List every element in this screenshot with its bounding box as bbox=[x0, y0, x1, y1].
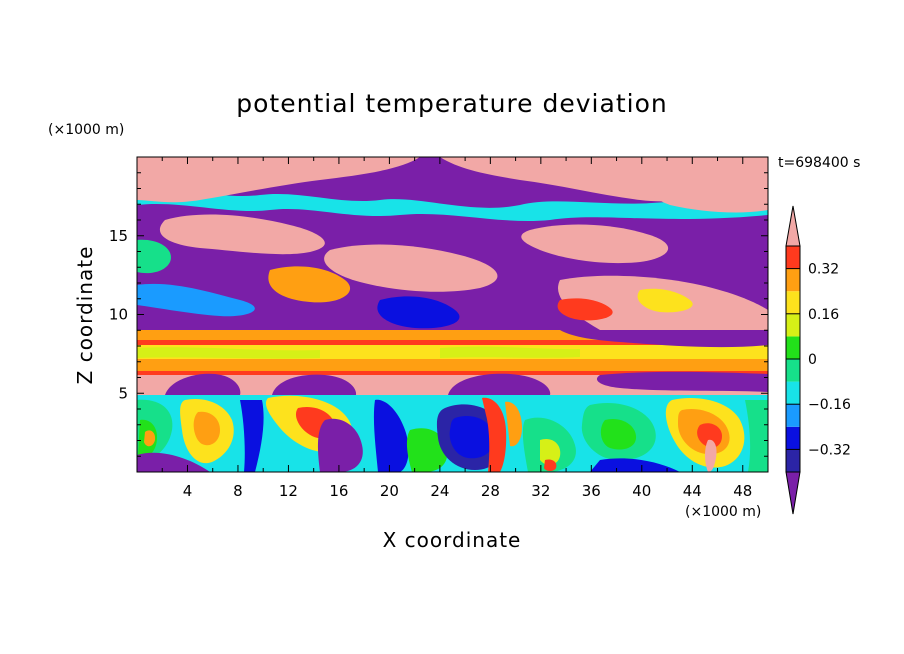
x-tick-label: 40 bbox=[632, 482, 651, 500]
colorbar-bin bbox=[786, 404, 800, 427]
contour-patch bbox=[745, 400, 768, 472]
x-tick-label: 12 bbox=[279, 482, 298, 500]
colorbar-bin bbox=[786, 291, 800, 314]
contour-band bbox=[137, 371, 768, 375]
contour-patch bbox=[600, 418, 637, 450]
contour-patch bbox=[240, 400, 264, 472]
contour-patch bbox=[137, 283, 255, 317]
contour-patch bbox=[705, 439, 717, 472]
contour-patch bbox=[482, 397, 507, 472]
contour-patch bbox=[137, 347, 320, 359]
contour-patch bbox=[637, 288, 693, 313]
contour-patch bbox=[373, 399, 409, 472]
x-tick-label: 20 bbox=[380, 482, 399, 500]
colorbar-bin bbox=[786, 246, 800, 269]
x-tick-label: 4 bbox=[183, 482, 193, 500]
colorbar-bin bbox=[786, 449, 800, 472]
time-label: t=698400 s bbox=[778, 155, 860, 171]
x-tick-label: 8 bbox=[233, 482, 243, 500]
contour-patch bbox=[272, 374, 357, 395]
contour-patch bbox=[448, 373, 551, 395]
y-tick-label: 15 bbox=[109, 227, 128, 245]
colorbar-bin bbox=[786, 381, 800, 405]
contour-patch bbox=[406, 428, 448, 472]
contour-patch bbox=[560, 330, 768, 348]
contour-patch bbox=[165, 373, 241, 395]
contour-patch bbox=[544, 459, 557, 471]
x-tick-label: 16 bbox=[329, 482, 348, 500]
x-tick-label: 48 bbox=[733, 482, 752, 500]
x-axis-title: X coordinate bbox=[383, 528, 522, 552]
contour-band bbox=[137, 330, 768, 340]
x-tick-label: 44 bbox=[683, 482, 702, 500]
y-axis-title: Z coordinate bbox=[73, 246, 97, 385]
colorbar-extend-high bbox=[785, 205, 801, 247]
y-tick-label: 5 bbox=[118, 384, 128, 402]
x-tick-label: 28 bbox=[481, 482, 500, 500]
y-tick-label: 10 bbox=[109, 306, 128, 324]
chart-title: potential temperature deviation bbox=[236, 89, 667, 118]
contour-patch bbox=[193, 411, 220, 446]
colorbar-bin bbox=[786, 426, 800, 450]
colorbar-bin bbox=[786, 336, 800, 359]
y-axis: 5 10 15 bbox=[109, 172, 768, 457]
colorbar: 0.32 0.16 0 −0.16 −0.32 bbox=[785, 205, 851, 515]
colorbar-tick-label: 0.32 bbox=[808, 262, 839, 278]
contour-patch bbox=[317, 418, 363, 472]
x-tick-label: 32 bbox=[531, 482, 550, 500]
contour-patch bbox=[697, 423, 722, 448]
contour-patch bbox=[596, 371, 768, 392]
contour-patch bbox=[324, 244, 498, 292]
contour-band bbox=[137, 340, 768, 345]
colorbar-bin bbox=[786, 268, 800, 292]
colorbar-tick-label: −0.32 bbox=[808, 442, 851, 458]
colorbar-tick-label: 0 bbox=[808, 352, 817, 368]
y-unit-label: (×1000 m) bbox=[48, 122, 124, 138]
contour-band bbox=[137, 359, 768, 371]
contour-patch bbox=[377, 296, 460, 329]
contour-patch bbox=[557, 298, 613, 321]
colorbar-tick-label: 0.16 bbox=[808, 307, 839, 323]
contour-patch bbox=[521, 224, 669, 264]
contour-patch bbox=[159, 214, 325, 255]
contour-patch bbox=[440, 346, 580, 358]
contour-patch bbox=[449, 416, 495, 459]
x-tick-label: 24 bbox=[430, 482, 449, 500]
colorbar-extend-low bbox=[785, 471, 801, 515]
x-axis: 4 8 12 16 20 24 28 32 36 40 44 48 bbox=[161, 157, 752, 500]
contour-patch bbox=[137, 239, 171, 274]
colorbar-tick-label: −0.16 bbox=[808, 397, 851, 413]
x-tick-label: 36 bbox=[582, 482, 601, 500]
contour-patch bbox=[137, 157, 420, 203]
contour-patch bbox=[137, 452, 210, 472]
contour-patch bbox=[505, 401, 522, 447]
x-unit-label: (×1000 m) bbox=[685, 504, 761, 520]
contour-patch bbox=[647, 167, 768, 213]
colorbar-bin bbox=[786, 313, 800, 337]
contour-patch bbox=[590, 458, 680, 472]
contour-patch bbox=[144, 430, 156, 447]
colorbar-bin bbox=[786, 359, 800, 382]
contour-patch bbox=[268, 266, 351, 303]
contour-patch bbox=[540, 438, 561, 465]
contour-field bbox=[137, 157, 768, 472]
